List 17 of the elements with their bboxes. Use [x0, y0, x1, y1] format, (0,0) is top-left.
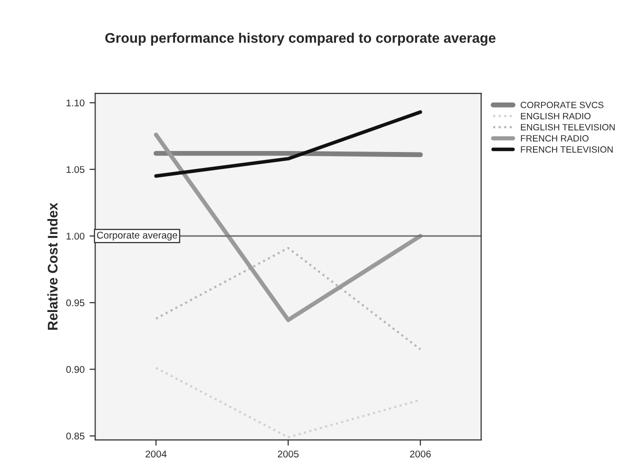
chart-title: Group performance history compared to corporate average — [105, 32, 496, 46]
y-tick-label: 0.95 — [66, 299, 84, 306]
legend-label: CORPORATE SVCS — [520, 102, 604, 108]
y-axis-title: Relative Cost Index — [47, 202, 58, 330]
y-tick-label: 0.90 — [66, 366, 84, 373]
legend-label: FRENCH RADIO — [520, 135, 589, 142]
y-tick-label: 1.00 — [66, 232, 84, 240]
x-tick-label: 2004 — [146, 450, 167, 458]
y-tick-label: 1.05 — [66, 166, 84, 173]
ref-line-label: Corporate average — [97, 232, 178, 241]
y-tick-label: 1.10 — [66, 99, 84, 106]
legend-label: ENGLISH RADIO — [520, 112, 591, 120]
x-tick-label: 2005 — [278, 450, 299, 458]
y-tick-label: 0.85 — [66, 432, 84, 440]
legend-label: FRENCH TELEVISION — [520, 146, 613, 153]
x-tick-label: 2006 — [410, 450, 431, 458]
legend-label: ENGLISH TELEVISION — [520, 124, 615, 130]
